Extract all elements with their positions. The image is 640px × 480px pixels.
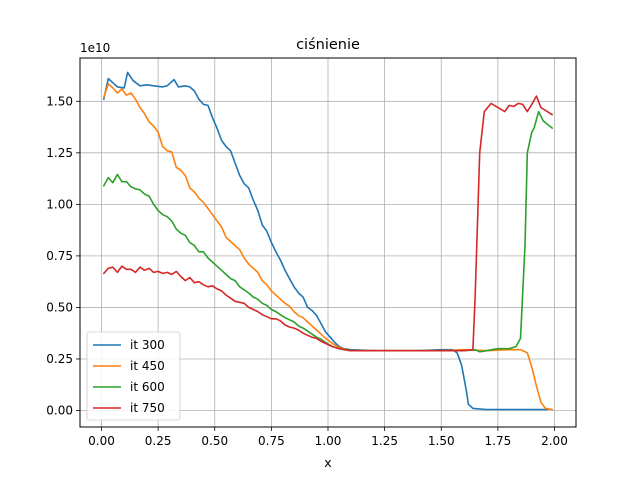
legend: it 300 it 450 it 600 it 750: [86, 331, 181, 421]
y-axis-ticks: 0.00 0.25 0.50 0.75 1.00 1.25 1.50: [46, 94, 80, 418]
x-axis-label: x: [324, 455, 331, 470]
x-tick-label: 2.00: [541, 434, 568, 448]
legend-label: it 600: [130, 380, 165, 394]
series-line-it-600: [103, 110, 554, 353]
x-tick-label: 1.75: [485, 434, 512, 448]
y-tick-label: 0.50: [46, 300, 73, 314]
x-tick-label: 1.00: [315, 434, 342, 448]
x-tick-label: 0.25: [145, 434, 172, 448]
series-lines: [103, 71, 554, 411]
x-axis-ticks: 0.00 0.25 0.50 0.75 1.00 1.25 1.50 1.75 2.00: [88, 427, 568, 448]
legend-label: it 450: [130, 359, 165, 373]
grid: [80, 58, 576, 427]
x-tick-label: 1.25: [371, 434, 398, 448]
chart-title: ciśnienie: [296, 37, 360, 53]
y-tick-label: 1.50: [46, 94, 73, 108]
legend-box: [86, 331, 181, 421]
legend-label: it 750: [130, 401, 165, 415]
y-tick-label: 1.25: [46, 146, 73, 160]
x-tick-label: 0.75: [258, 434, 285, 448]
y-tick-label: 0.75: [46, 249, 73, 263]
y-tick-label: 1.00: [46, 197, 73, 211]
y-tick-label: 0.00: [46, 404, 73, 418]
x-tick-label: 0.00: [88, 434, 115, 448]
x-tick-label: 0.50: [201, 434, 228, 448]
legend-label: it 300: [130, 338, 165, 352]
y-tick-label: 0.25: [46, 352, 73, 366]
x-tick-label: 1.50: [428, 434, 455, 448]
series-line-it-750: [103, 95, 554, 352]
y-scale-offset-label: 1e10: [80, 41, 110, 55]
